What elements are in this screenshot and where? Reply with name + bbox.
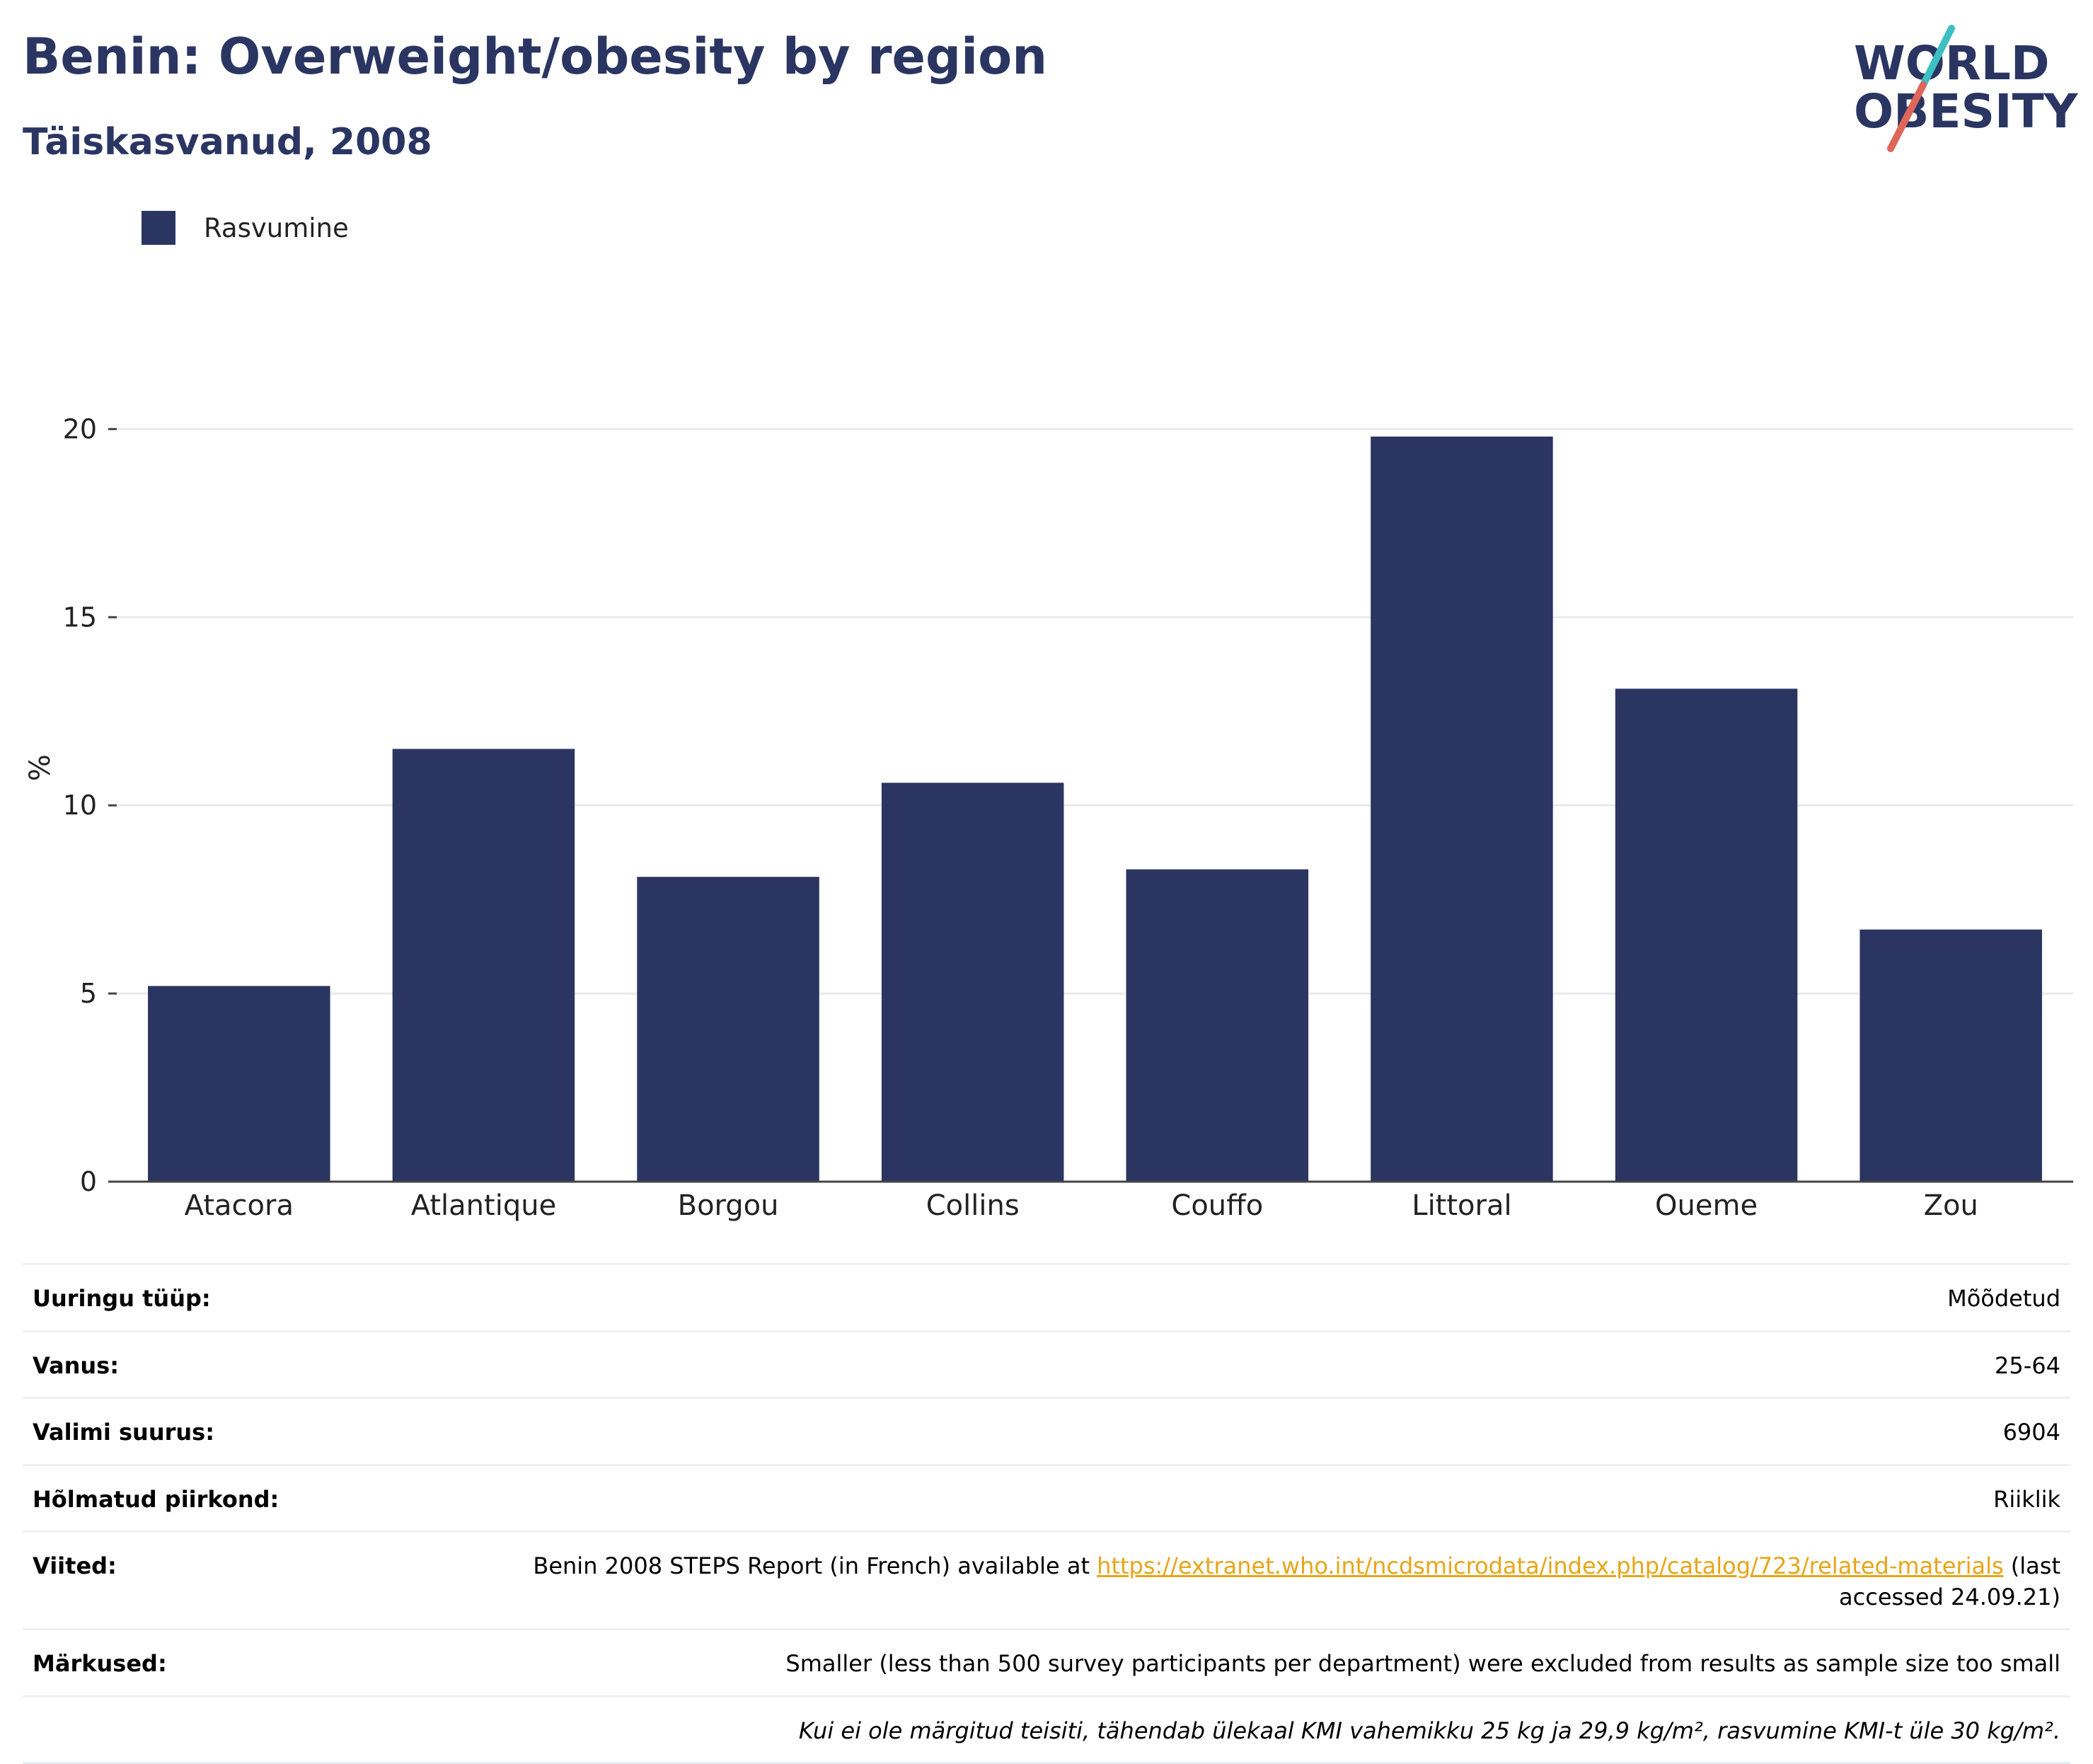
y-tick-label: 5 — [80, 978, 97, 1009]
info-label-notes: Märkused: — [33, 1650, 167, 1678]
y-tick-label: 15 — [63, 601, 97, 633]
info-row-area: Hõlmatud piirkond: Riiklik — [23, 1463, 2070, 1531]
x-tick-label: Borgou — [678, 1189, 779, 1222]
legend-swatch-rasvumine — [142, 211, 175, 245]
bar-zou — [1860, 929, 2042, 1182]
references-text: Benin 2008 STEPS Report (in French) avai… — [533, 1552, 1097, 1580]
y-tick-label: 0 — [80, 1166, 97, 1197]
bar-littoral — [1371, 437, 1553, 1182]
chart-title: Benin: Overweight/obesity by region — [23, 28, 1048, 86]
info-label-sample-size: Valimi suurus: — [33, 1419, 215, 1446]
x-tick-label: Atlantique — [411, 1189, 556, 1222]
bar-oueme — [1615, 688, 1798, 1182]
world-obesity-logo: WORLD OBESITY — [1854, 25, 2079, 152]
chart-subtitle: Täiskasvanud, 2008 — [23, 121, 432, 163]
info-table: Uuringu tüüp: Mõõdetud Vanus: 25-64 Vali… — [23, 1263, 2070, 1764]
info-value-survey-type: Mõõdetud — [1947, 1285, 2060, 1312]
bar-collins — [881, 783, 1064, 1182]
info-row-notes: Märkused: Smaller (less than 500 survey … — [23, 1628, 2070, 1695]
y-tick-label: 10 — [63, 790, 97, 821]
info-value-area: Riiklik — [1993, 1485, 2060, 1513]
info-label-age: Vanus: — [33, 1351, 120, 1379]
info-value-notes: Smaller (less than 500 survey participan… — [785, 1650, 2060, 1678]
logo-line-obesity: OBESITY — [1854, 84, 2079, 139]
info-footnote: Kui ei ole märgitud teisiti, tähendab ül… — [798, 1717, 2060, 1744]
info-label-area: Hõlmatud piirkond: — [33, 1485, 279, 1513]
info-value-sample-size: 6904 — [2002, 1419, 2060, 1446]
logo-slash-red — [1887, 81, 1927, 152]
y-axis-label: % — [24, 754, 57, 781]
x-tick-label: Couffo — [1171, 1189, 1263, 1222]
info-label-survey-type: Uuringu tüüp: — [33, 1285, 211, 1312]
bar-atlantique — [392, 749, 575, 1182]
info-row-references: Viited: Benin 2008 STEPS Report (in Fren… — [23, 1530, 2070, 1628]
legend-label-rasvumine: Rasvumine — [204, 212, 349, 243]
bar-chart: 0 5 10 15 20% Atacora Atlantique Borgou Collins C… — [24, 413, 2073, 1222]
references-accessed: (last accessed 24.09.21) — [1839, 1552, 2060, 1610]
info-row-footnote: Kui ei ole märgitud teisiti, tähendab ül… — [23, 1695, 2070, 1764]
x-tick-label: Oueme — [1655, 1189, 1758, 1222]
info-row-survey-type: Uuringu tüüp: Mõõdetud — [23, 1263, 2070, 1330]
x-tick-label: Atacora — [185, 1189, 294, 1222]
info-value-references: Benin 2008 STEPS Report (in French) avai… — [433, 1551, 2060, 1613]
references-link[interactable]: https://extranet.who.int/ncdsmicrodata/i… — [1097, 1552, 2004, 1580]
logo-slash-teal — [1920, 25, 1955, 88]
info-row-age: Vanus: 25-64 — [23, 1330, 2070, 1397]
info-value-age: 25-64 — [1995, 1351, 2060, 1379]
x-tick-label: Zou — [1924, 1189, 1978, 1222]
info-label-references: Viited: — [33, 1552, 117, 1580]
bar-couffo — [1126, 869, 1309, 1182]
y-tick-label: 20 — [63, 413, 97, 444]
x-tick-label: Littoral — [1412, 1189, 1511, 1222]
info-row-sample-size: Valimi suurus: 6904 — [23, 1397, 2070, 1464]
chart-legend[interactable]: Rasvumine — [142, 211, 349, 245]
logo-line-world: WORLD — [1854, 36, 2050, 91]
x-tick-label: Collins — [926, 1189, 1020, 1222]
bar-atacora — [148, 986, 330, 1182]
bar-borgou — [637, 877, 819, 1182]
